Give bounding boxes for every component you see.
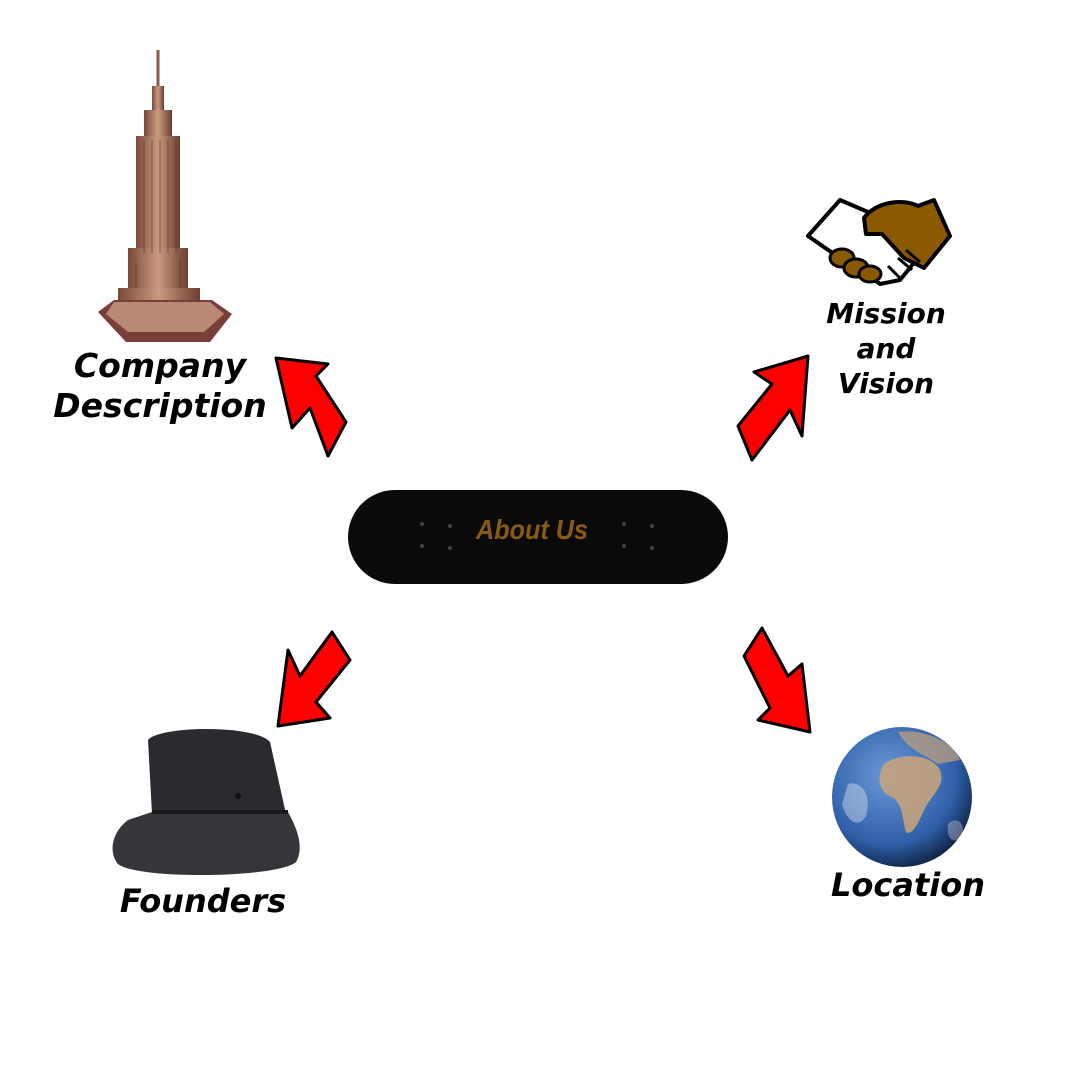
bucket-hat-icon [112, 729, 300, 876]
arrow-to-founders [276, 630, 352, 728]
mission-vision-label: Mission and Vision [826, 297, 946, 400]
skateboard-icon [348, 490, 728, 584]
company-description-label: Company Description [53, 346, 267, 425]
handshake-icon [806, 198, 952, 286]
globe-icon [832, 727, 972, 867]
arrow-to-company [274, 356, 348, 458]
arrow-to-mission [736, 354, 810, 462]
founders-label: Founders [119, 882, 287, 920]
about-us-label: About Us [476, 514, 588, 545]
skyscraper-icon [98, 50, 232, 342]
arrow-to-location [742, 626, 812, 734]
location-label: Location [831, 866, 985, 904]
